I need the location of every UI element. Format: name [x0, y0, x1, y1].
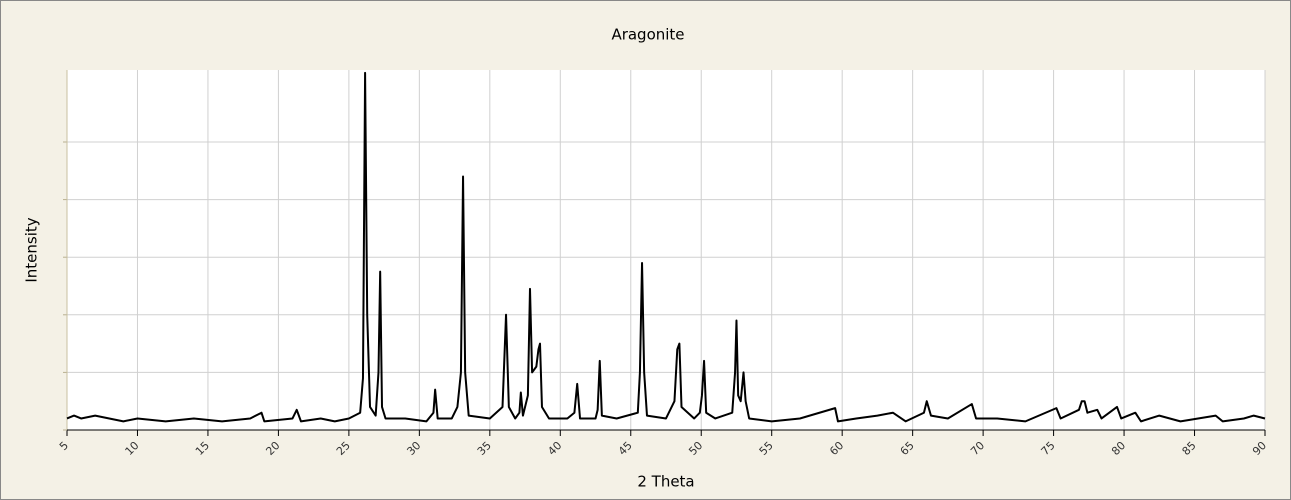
data-line [66, 71, 1266, 423]
plot-area [67, 70, 1265, 430]
x-axis-label: 2 Theta [637, 473, 694, 491]
chart-title: Aragonite [611, 26, 684, 44]
y-axis-label: Intensity [23, 217, 41, 282]
